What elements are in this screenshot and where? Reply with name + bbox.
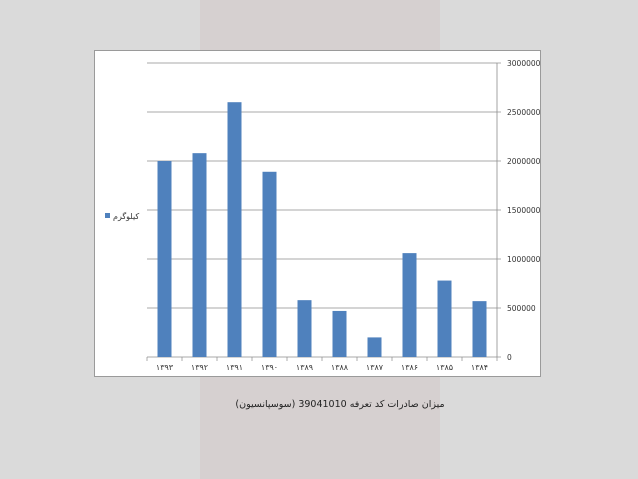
bar	[332, 310, 347, 357]
chart-area: 0 500000 1000000 1500000 2000000 2500000 30000…	[94, 50, 541, 377]
bar	[227, 102, 242, 357]
y-tick-label: 1000000	[507, 255, 540, 264]
bar	[367, 337, 382, 357]
x-tick-label: ۱۳۸۶	[401, 363, 418, 372]
bar	[297, 300, 312, 357]
x-tick-label: ۱۳۸۸	[331, 363, 349, 372]
bar	[472, 301, 487, 357]
y-tick-label: 2000000	[507, 157, 540, 166]
legend-swatch	[105, 213, 110, 218]
legend-label: کیلوگرم	[113, 211, 139, 221]
legend: کیلوگرم	[105, 211, 139, 221]
bar	[192, 153, 207, 357]
bars	[157, 102, 487, 357]
bar	[437, 280, 452, 357]
x-tick-label: ۱۳۸۵	[436, 363, 453, 372]
bar	[402, 253, 417, 357]
y-tick-label: 1500000	[507, 206, 540, 215]
y-tick-label: 0	[507, 353, 512, 362]
x-tick-label: ۱۳۹۱	[226, 363, 243, 372]
y-tick-label: 2500000	[507, 108, 540, 117]
x-tick-label: ۱۳۸۹	[296, 363, 313, 372]
y-tick-label: 500000	[507, 304, 536, 313]
x-tick-label: ۱۳۹۳	[156, 363, 174, 372]
y-tick-label: 3000000	[507, 59, 540, 68]
chart-caption: میزان صادرات کد تعرفه 39041010 (سوسپانسی…	[235, 399, 445, 410]
x-tick-label: ۱۳۸۷	[366, 363, 384, 372]
bar	[157, 161, 172, 357]
axes: 0 500000 1000000 1500000 2000000 2500000 30000…	[146, 59, 540, 372]
x-tick-label: ۱۳۸۴	[471, 363, 488, 372]
x-tick-label: ۱۳۹۲	[191, 363, 208, 372]
bar-chart: 0 500000 1000000 1500000 2000000 2500000 30000…	[105, 59, 540, 372]
x-tick-label: ۱۳۹۰	[261, 363, 278, 372]
bar	[262, 171, 277, 357]
